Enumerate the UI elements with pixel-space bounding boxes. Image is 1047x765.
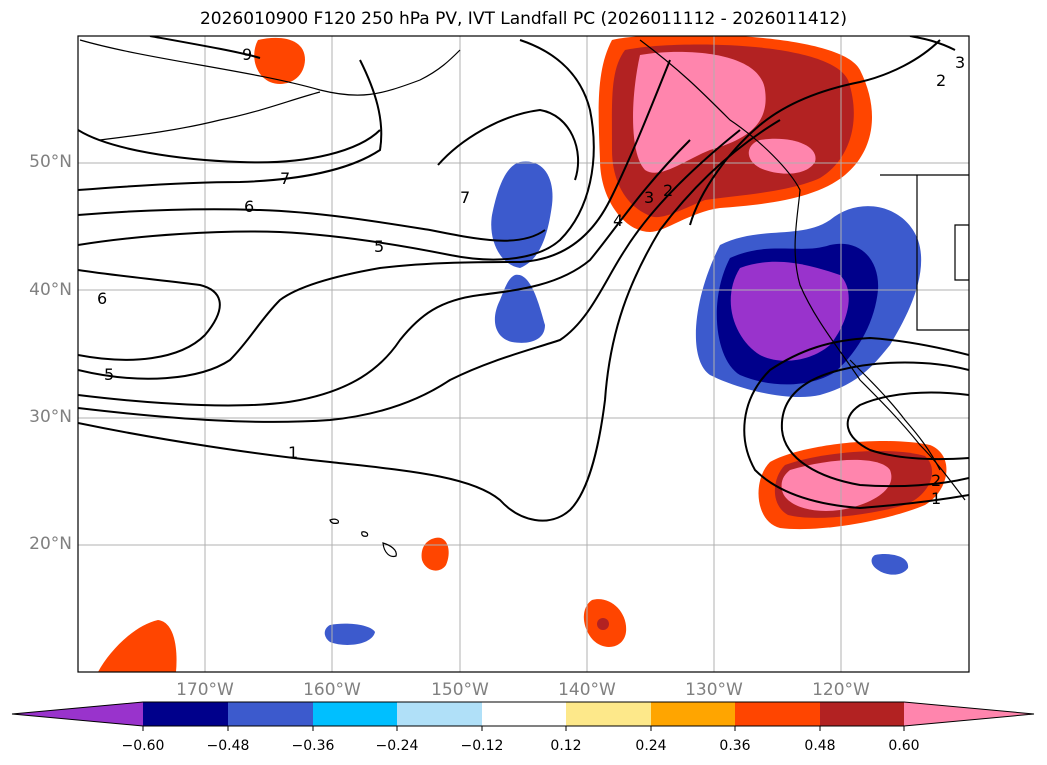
colorbar-tick-label: −0.12 xyxy=(460,738,504,754)
shaded-fields xyxy=(98,36,947,672)
coastlines xyxy=(79,39,969,558)
positive-anomaly-bering xyxy=(254,37,305,84)
positive-anomaly-southwest xyxy=(98,620,177,672)
contour-label: 6 xyxy=(244,197,254,216)
contour-label: 7 xyxy=(460,188,470,207)
colorbar-segment xyxy=(12,702,143,726)
colorbar-segment xyxy=(482,702,566,726)
contour-label: 7 xyxy=(280,169,290,188)
colorbar-segment xyxy=(397,702,482,726)
contour-label: 5 xyxy=(104,365,114,384)
map-frame xyxy=(77,35,970,673)
longitude-label: 170°W xyxy=(176,680,234,700)
contour-label: 6 xyxy=(97,289,107,308)
figure-title: 2026010900 F120 250 hPa PV, IVT Landfall… xyxy=(199,9,847,29)
longitude-label: 150°W xyxy=(431,680,489,700)
negative-anomaly-small-south xyxy=(324,623,375,645)
longitude-label: 140°W xyxy=(558,680,616,700)
colorbar xyxy=(11,701,1035,731)
colorbar-tick-label: 0.60 xyxy=(888,738,920,754)
pv-contours xyxy=(78,36,969,522)
latitude-label: 30°N xyxy=(29,407,72,427)
colorbar-segment xyxy=(313,702,397,726)
colorbar-segment xyxy=(566,702,651,726)
contour-label: 5 xyxy=(374,237,384,256)
colorbar-tick-label: 0.24 xyxy=(635,738,667,754)
longitude-label: 120°W xyxy=(812,680,870,700)
colorbar-segment xyxy=(143,702,228,726)
contour-label: 4 xyxy=(613,211,623,230)
contour-label: 2 xyxy=(663,181,673,200)
colorbar-segment xyxy=(820,702,904,726)
latitude-label: 50°N xyxy=(29,152,72,172)
negative-anomaly-central-north xyxy=(491,161,553,268)
colorbar-tick-label: −0.36 xyxy=(291,738,335,754)
latitude-label: 40°N xyxy=(29,280,72,300)
colorbar-tick-label: −0.24 xyxy=(375,738,419,754)
negative-anomaly-mexico xyxy=(871,554,909,575)
gridlines xyxy=(78,36,969,672)
colorbar-tick-label: −0.48 xyxy=(206,738,250,754)
contour-label: 3 xyxy=(955,53,965,72)
positive-anomaly-hawaii xyxy=(421,537,449,571)
colorbar-segment xyxy=(735,702,820,726)
contour-label: 2 xyxy=(936,71,946,90)
latitude-label: 20°N xyxy=(29,534,72,554)
colorbar-tick-label: 0.12 xyxy=(550,738,582,754)
colorbar-segment xyxy=(651,702,735,726)
colorbar-tick-label: 0.48 xyxy=(804,738,836,754)
colorbar-tick-label: −0.60 xyxy=(121,738,165,754)
colorbar-tick-label: 0.36 xyxy=(719,738,751,754)
contour-label: 1 xyxy=(931,489,941,508)
longitude-label: 130°W xyxy=(685,680,743,700)
longitude-label: 160°W xyxy=(303,680,361,700)
contour-labels: 9 7 7 6 6 5 5 4 3 2 1 2 3 2 1 xyxy=(97,45,965,508)
contour-label: 1 xyxy=(288,443,298,462)
colorbar-segment xyxy=(228,702,313,726)
contour-label: 9 xyxy=(242,45,252,64)
colorbar-segment xyxy=(904,702,1034,726)
contour-label: 2 xyxy=(931,471,941,490)
contour-label: 3 xyxy=(644,188,654,207)
